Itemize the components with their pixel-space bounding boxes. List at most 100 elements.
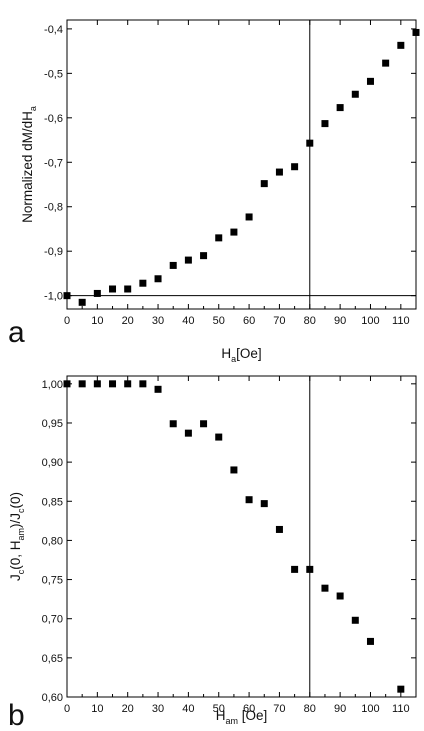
x-axis-title-main: H (216, 708, 226, 723)
x-tick-label: 50 (213, 315, 225, 327)
data-point (291, 163, 299, 171)
y-axis-title-part: )/J (8, 513, 23, 528)
y-axis-title-part: (0) (8, 492, 23, 509)
data-point (63, 380, 71, 388)
data-point (139, 279, 147, 287)
y-axis-title-subscript: am (16, 528, 26, 541)
y-tick-label: 0,60 (42, 692, 63, 704)
x-tick-label: 40 (182, 703, 194, 715)
data-point (351, 616, 359, 624)
x-tick-label: 30 (152, 703, 164, 715)
x-axis-title: Ha[Oe] (221, 346, 261, 364)
data-point (215, 433, 223, 441)
data-point (109, 285, 117, 293)
data-point (93, 380, 101, 388)
x-tick-label: 110 (392, 703, 410, 715)
y-tick-label: 0,90 (42, 457, 63, 469)
x-tick-label: 110 (392, 315, 410, 327)
x-tick-label: 80 (304, 703, 316, 715)
data-point (154, 275, 162, 283)
x-tick-label: 100 (361, 315, 379, 327)
data-point (230, 228, 238, 236)
data-point (412, 28, 420, 36)
data-point (275, 168, 283, 176)
data-point (78, 298, 86, 306)
data-point (109, 380, 117, 388)
y-tick-label: -0,9 (44, 246, 63, 258)
data-point (93, 289, 101, 297)
x-tick-label: 0 (64, 703, 70, 715)
data-point (63, 292, 71, 300)
y-tick-label: 0,70 (42, 614, 63, 626)
panel-label: b (8, 699, 25, 731)
data-point (306, 565, 314, 573)
y-axis-title-main: Normalized dM/dH (20, 111, 35, 223)
data-point (169, 261, 177, 269)
x-tick-label: 50 (213, 703, 225, 715)
y-axis-title-subscript: a (28, 106, 38, 111)
data-point (139, 380, 147, 388)
data-point (336, 592, 344, 600)
y-tick-label: -0,8 (44, 202, 63, 214)
x-axis-title-subscript: am (225, 716, 238, 726)
y-tick-label: 0,65 (42, 653, 63, 665)
x-tick-label: 90 (334, 315, 346, 327)
y-axis-title-subscript: c (16, 508, 26, 513)
x-tick-label: 70 (273, 315, 285, 327)
x-axis-title-main: H (221, 346, 231, 361)
y-tick-label: -0,5 (44, 68, 63, 80)
data-point (245, 496, 253, 504)
x-tick-label: 30 (152, 315, 164, 327)
x-tick-label: 70 (273, 703, 285, 715)
data-point (321, 584, 329, 592)
panel-a: 0 10 20 30 40 50 60 70 80 90 100 110 -1,0 -0,9 -0,8 -0,… (8, 19, 420, 364)
data-point (215, 234, 223, 242)
x-tick-label: 60 (243, 703, 255, 715)
data-point (260, 180, 268, 188)
y-axis-title-part: (0, H (8, 541, 23, 570)
x-axis-title-subscript: a (231, 354, 236, 364)
panel-b: 0 10 20 30 40 50 60 70 80 90 100 110 0,60 0,65 0,70 0,7… (8, 375, 417, 731)
x-tick-label: 80 (304, 315, 316, 327)
x-tick-label: 40 (182, 315, 194, 327)
data-point (230, 466, 238, 474)
y-axis-title: Jc(0, Ham)/Jc(0) (8, 492, 26, 581)
x-tick-label: 20 (122, 703, 134, 715)
y-tick-label: -0,6 (44, 113, 63, 125)
data-point (382, 59, 390, 67)
data-point (336, 104, 344, 112)
y-tick-label: 0,80 (42, 535, 63, 547)
data-point (306, 139, 314, 147)
data-point (78, 380, 86, 388)
data-point (397, 685, 405, 693)
y-axis-title-part: J (8, 574, 23, 581)
data-point (321, 120, 329, 128)
data-point (397, 41, 405, 49)
plot-frame (66, 19, 417, 310)
x-axis-title: Ham [Oe] (216, 708, 268, 726)
data-point (124, 380, 132, 388)
data-point (154, 385, 162, 393)
data-point (200, 420, 208, 428)
data-point (275, 525, 283, 533)
plot-frame (66, 375, 417, 698)
y-tick-label: 0,85 (42, 496, 63, 508)
data-point (169, 420, 177, 428)
x-tick-label: 90 (334, 703, 346, 715)
x-axis-title-unit: [Oe] (238, 708, 267, 723)
data-point (260, 500, 268, 508)
x-axis-title-unit: [Oe] (236, 346, 262, 361)
data-point (366, 637, 374, 645)
data-point (245, 213, 253, 221)
y-tick-label: -0,4 (44, 24, 63, 36)
x-tick-label: 0 (64, 315, 70, 327)
y-tick-label: -0,7 (44, 157, 63, 169)
y-tick-label: -1,0 (44, 291, 63, 303)
y-axis-title-subscript: c (16, 569, 26, 574)
data-point (291, 565, 299, 573)
data-point (366, 77, 374, 85)
x-tick-label: 100 (361, 703, 379, 715)
x-tick-label: 10 (91, 315, 103, 327)
data-point (124, 285, 132, 293)
y-tick-label: 1,00 (42, 379, 63, 391)
